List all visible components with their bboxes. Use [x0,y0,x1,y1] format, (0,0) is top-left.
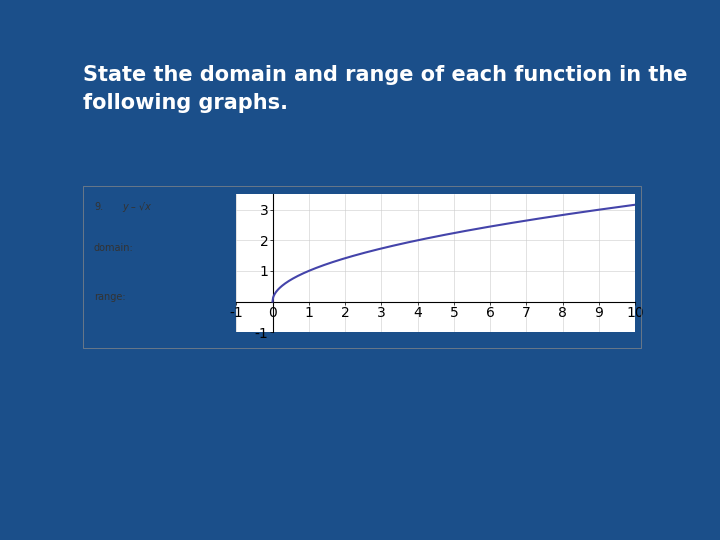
Text: 9.: 9. [94,202,103,213]
Text: range:: range: [94,292,125,302]
Text: y – √x: y – √x [122,202,150,213]
Text: domain:: domain: [94,243,134,253]
Text: State the domain and range of each function in the
following graphs.: State the domain and range of each funct… [83,65,688,113]
